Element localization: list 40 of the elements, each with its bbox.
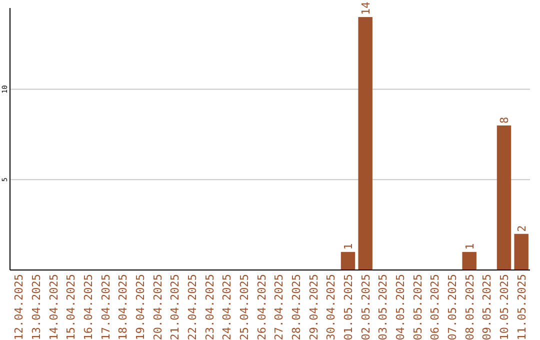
x-tick-label: 04.05.2025 bbox=[394, 274, 407, 340]
bar bbox=[340, 252, 356, 270]
x-tick-label: 24.04.2025 bbox=[220, 274, 234, 340]
bar bbox=[462, 252, 476, 270]
x-tick-label: 17.04.2025 bbox=[99, 274, 112, 340]
x-tick-label: 26.04.2025 bbox=[255, 274, 268, 340]
x-tick-label: 10.05.2025 bbox=[498, 274, 511, 340]
data-label: 14 bbox=[359, 1, 372, 16]
x-tick-label: 25.04.2025 bbox=[238, 274, 251, 340]
bar bbox=[496, 125, 512, 270]
x-tick-label: 15.04.2025 bbox=[64, 274, 78, 340]
x-tick-label: 08.05.2025 bbox=[463, 274, 476, 340]
bar bbox=[358, 17, 372, 270]
x-tick-label: 18.04.2025 bbox=[116, 274, 130, 340]
x-tick-label: 30.04.2025 bbox=[324, 274, 338, 340]
data-label: 8 bbox=[498, 116, 511, 124]
x-tick-label: 12.04.2025 bbox=[12, 274, 26, 340]
x-tick-label: 29.04.2025 bbox=[307, 274, 320, 340]
x-tick-label: 02.05.2025 bbox=[359, 274, 372, 340]
x-tick-label: 23.04.2025 bbox=[203, 274, 216, 340]
x-tick-label: 11.05.2025 bbox=[515, 274, 528, 340]
x-tick-label: 21.04.2025 bbox=[168, 274, 182, 340]
x-tick-label: 09.05.2025 bbox=[480, 274, 494, 340]
bar bbox=[514, 234, 528, 270]
data-label: 1 bbox=[342, 243, 355, 250]
x-tick-label: 19.04.2025 bbox=[134, 274, 147, 340]
x-tick-label: 14.04.2025 bbox=[47, 274, 60, 340]
x-tick-label: 27.04.2025 bbox=[272, 274, 286, 340]
x-tick-label: 03.05.2025 bbox=[376, 274, 390, 340]
x-tick-label: 16.04.2025 bbox=[82, 274, 95, 340]
x-tick-label: 01.05.2025 bbox=[342, 274, 355, 340]
x-tick-label: 06.05.2025 bbox=[428, 274, 442, 340]
data-label: 2 bbox=[515, 225, 528, 232]
x-tick-label: 28.04.2025 bbox=[290, 274, 303, 340]
x-tick-label: 22.04.2025 bbox=[186, 274, 199, 340]
x-tick-label: 05.05.2025 bbox=[411, 274, 424, 340]
x-tick-label: 07.05.2025 bbox=[446, 274, 459, 340]
data-label: 1 bbox=[463, 243, 476, 250]
x-tick-label: 20.04.2025 bbox=[151, 274, 164, 340]
x-tick-label: 13.04.2025 bbox=[30, 274, 43, 340]
